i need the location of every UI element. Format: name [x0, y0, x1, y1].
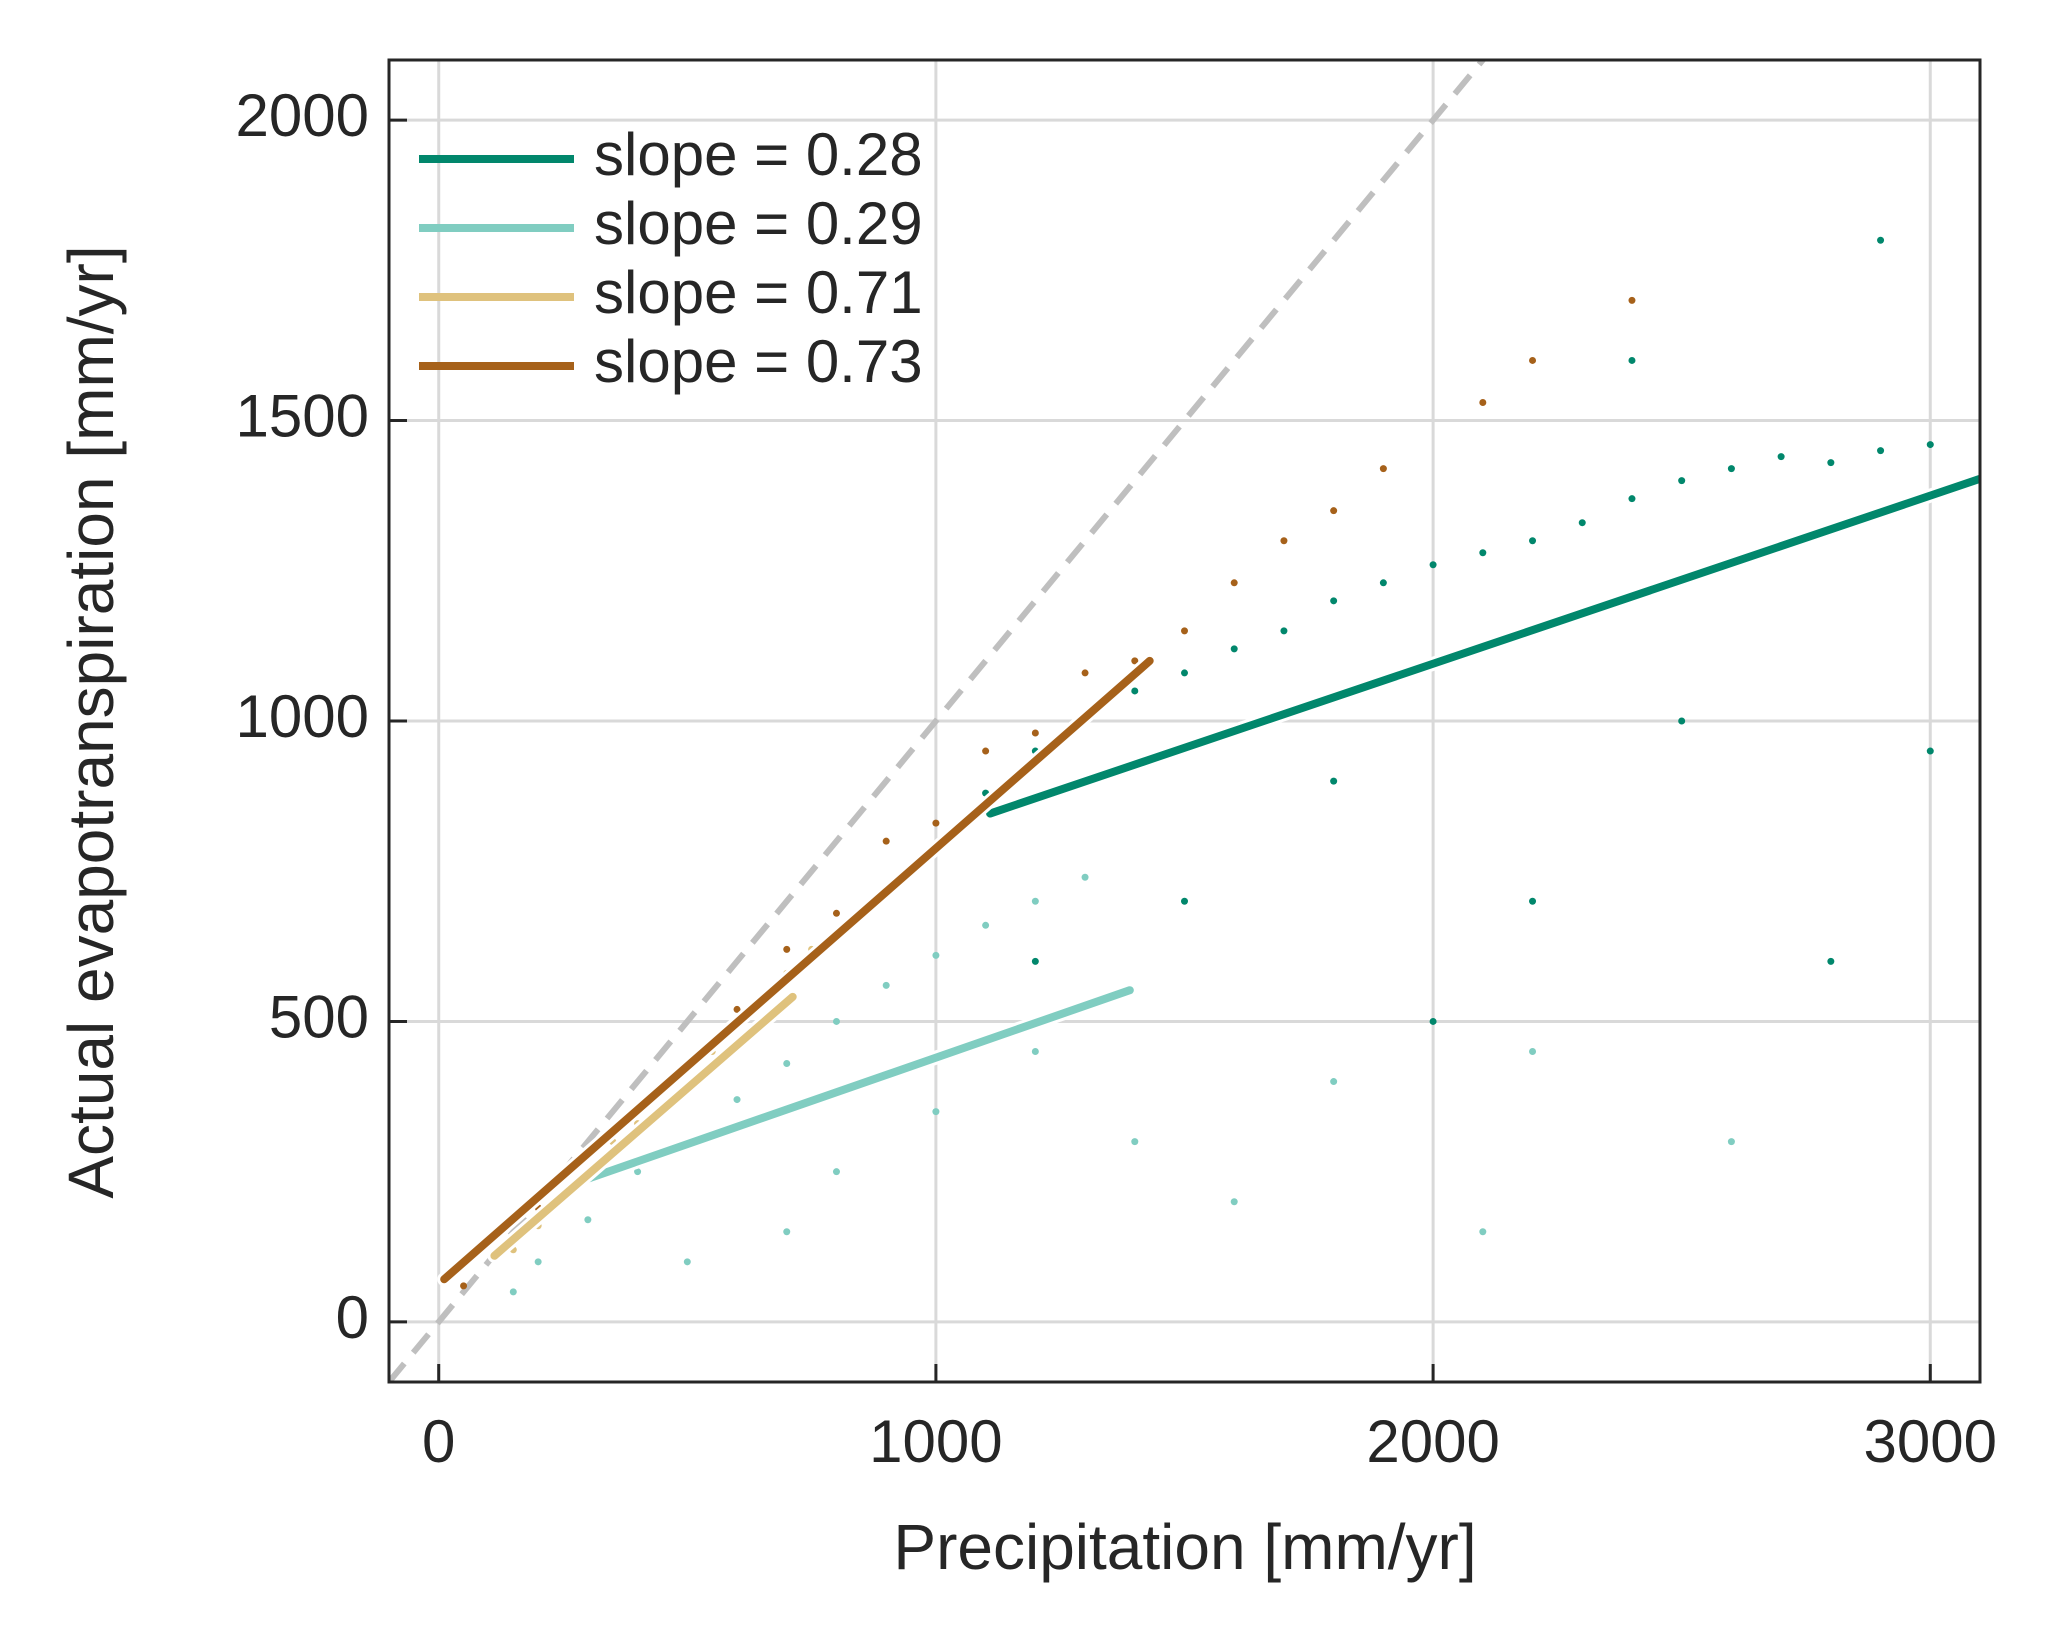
- scatter-point: [1529, 356, 1537, 364]
- scatter-point: [882, 981, 890, 989]
- scatter-point: [634, 1168, 642, 1176]
- legend-label: slope = 0.28: [594, 121, 923, 188]
- scatter-point: [1330, 777, 1338, 785]
- y-tick-label: 2000: [236, 82, 369, 149]
- scatter-point: [1181, 897, 1188, 905]
- legend-label: slope = 0.29: [594, 190, 923, 257]
- scatter-point: [1479, 1228, 1487, 1236]
- scatter-point: [1280, 537, 1288, 545]
- scatter-point: [1628, 356, 1636, 364]
- axes: 0 1000 2000 3000 0 500 1000 1500 2000: [236, 82, 1998, 1475]
- scatter-point: [1678, 717, 1686, 725]
- x-axis-label: Precipitation [mm/yr]: [893, 1511, 1476, 1583]
- scatter-point: [1628, 296, 1636, 304]
- scatter-point: [1529, 897, 1537, 905]
- scatter-point: [1031, 729, 1039, 737]
- scatter-point: [1081, 669, 1089, 677]
- legend-label: slope = 0.71: [594, 259, 923, 326]
- scatter-point: [1230, 1198, 1238, 1206]
- scatter-point: [1031, 897, 1039, 905]
- scatter-point: [932, 1108, 940, 1116]
- scatter-point: [1031, 957, 1039, 965]
- legend-label: slope = 0.73: [594, 328, 923, 395]
- scatter-point: [1727, 1138, 1735, 1146]
- y-tick-label: 0: [336, 1284, 369, 1351]
- scatter-point: [783, 945, 791, 953]
- fit-line: [579, 986, 1134, 1185]
- scatter-point: [1131, 687, 1139, 695]
- scatter-point: [1529, 537, 1537, 545]
- scatter-point: [832, 1017, 840, 1025]
- scatter-point: [1379, 579, 1387, 587]
- plot-area: [389, 60, 1980, 1382]
- scatter-point: [733, 1005, 741, 1013]
- scatter-point: [1578, 519, 1586, 527]
- scatter-point: [1280, 627, 1288, 635]
- x-tick-label: 0: [422, 1408, 455, 1475]
- scatter-point: [1827, 459, 1835, 467]
- scatter-point: [1827, 957, 1835, 965]
- scatter-point: [683, 1258, 691, 1266]
- scatter-point: [932, 951, 940, 959]
- scatter-point: [534, 1258, 542, 1266]
- scatter-point: [1031, 1048, 1039, 1055]
- scatter-point: [1230, 579, 1238, 587]
- scatter-point: [1230, 645, 1238, 653]
- scatter-point: [1529, 1048, 1537, 1055]
- scatter-point: [584, 1216, 592, 1224]
- scatter-point: [509, 1288, 517, 1296]
- scatter-point: [832, 909, 840, 917]
- grid: [389, 60, 1980, 1382]
- scatter-point: [1131, 657, 1139, 665]
- scatter-point: [1678, 477, 1686, 485]
- y-tick-label: 1000: [236, 683, 369, 750]
- y-tick-label: 1500: [236, 382, 369, 449]
- scatter-point: [982, 921, 990, 929]
- scatter-point: [783, 1060, 791, 1068]
- scatter-point: [1081, 873, 1089, 881]
- scatter-point: [1181, 627, 1188, 635]
- y-tick-label: 500: [269, 983, 369, 1050]
- x-tick-label: 1000: [869, 1408, 1002, 1475]
- y-axis-label: Actual evapotranspiration [mm/yr]: [55, 245, 127, 1198]
- scatter-point: [1429, 561, 1437, 569]
- scatter-point: [733, 1096, 741, 1104]
- scatter-point: [1926, 747, 1934, 755]
- scatter-point: [1479, 399, 1487, 407]
- scatter-point: [1330, 597, 1338, 605]
- scatter-point: [1628, 495, 1636, 503]
- scatter-point: [932, 819, 940, 827]
- scatter-point: [1926, 441, 1934, 449]
- scatter-point: [982, 747, 990, 755]
- scatter-point: [1877, 236, 1885, 244]
- scatter-point: [1877, 447, 1885, 455]
- scatter-point: [1181, 669, 1188, 677]
- scatter-point: [1479, 549, 1487, 557]
- scatter-point: [1379, 465, 1387, 473]
- scatter-point: [1330, 1078, 1338, 1086]
- x-tick-label: 3000: [1864, 1408, 1997, 1475]
- x-tick-label: 2000: [1366, 1408, 1499, 1475]
- fit-line: [440, 656, 1154, 1284]
- scatter-point: [1131, 1138, 1139, 1146]
- fit-line: [490, 992, 797, 1260]
- scatter-point: [1727, 465, 1735, 473]
- scatter-point: [1777, 453, 1785, 461]
- scatter-point: [1330, 507, 1338, 515]
- scatter-point: [783, 1228, 791, 1236]
- scatter-point: [882, 837, 890, 845]
- fit-line: [986, 474, 1980, 818]
- scatter-point: [460, 1282, 468, 1290]
- scatter-point: [832, 1168, 840, 1176]
- scatter-point: [1429, 1017, 1437, 1025]
